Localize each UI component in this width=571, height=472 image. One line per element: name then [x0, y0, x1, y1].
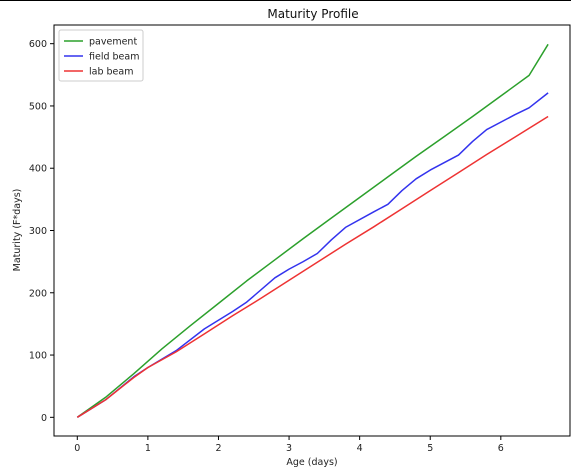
series-layer	[76, 43, 549, 418]
top-border-line	[0, 0, 571, 1]
plot-frame	[53, 24, 571, 437]
series-line-pavement	[76, 43, 549, 418]
chart-title: Maturity Profile	[267, 7, 358, 21]
y-axis-label: Maturity (F*days)	[12, 189, 23, 272]
y-tick-label: 200	[29, 288, 47, 299]
y-tick-label: 0	[41, 413, 47, 424]
x-tick-label: 4	[357, 443, 363, 454]
y-tick-label: 400	[29, 164, 47, 175]
y-axis: 0 100 200 300 400 500 600	[29, 39, 54, 424]
x-axis-label: Age (days)	[286, 457, 337, 468]
x-tick-label: 6	[498, 443, 504, 454]
y-tick-label: 600	[29, 39, 47, 50]
x-tick-label: 3	[286, 443, 292, 454]
y-tick-label: 500	[29, 101, 47, 112]
series-line-field-beam	[76, 92, 549, 418]
legend-box	[58, 29, 144, 82]
y-tick-label: 100	[29, 351, 47, 362]
x-axis: 0 1 2 3 4 5 6	[74, 436, 504, 454]
series-line-lab-beam	[76, 115, 549, 418]
legend-label: pavement	[89, 37, 137, 48]
legend-label: field beam	[89, 52, 139, 63]
x-tick-label: 0	[74, 443, 80, 454]
y-tick-label: 300	[29, 226, 47, 237]
x-tick-label: 1	[145, 443, 151, 454]
legend-label: lab beam	[89, 67, 133, 78]
legend: pavement field beam lab beam	[58, 29, 144, 82]
x-tick-label: 5	[427, 443, 433, 454]
x-tick-label: 2	[215, 443, 221, 454]
